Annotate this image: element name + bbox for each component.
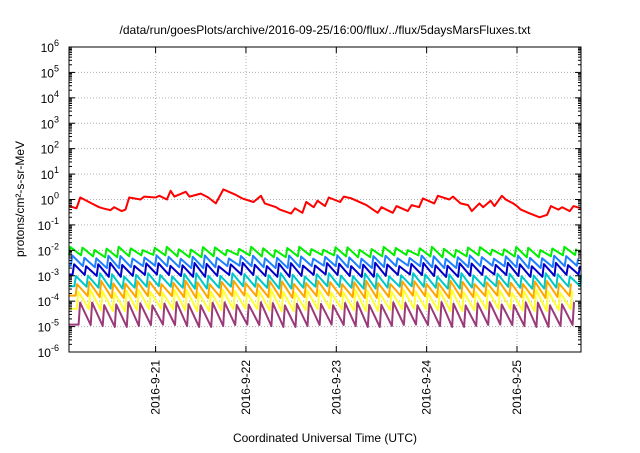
x-tick-label: 2016-9-22: [239, 360, 253, 415]
x-tick-label: 2016-9-23: [329, 360, 343, 415]
series-line-4: [69, 272, 582, 290]
y-tick-label: 106: [41, 38, 59, 55]
y-tick-label: 10-3: [38, 267, 59, 284]
axis-ticks: [69, 46, 581, 353]
y-tick-label: 104: [41, 89, 59, 106]
y-tick-label: 10-1: [38, 216, 59, 233]
x-tick-label: 2016-9-21: [149, 360, 163, 415]
series-line-2: [69, 254, 580, 270]
y-tick-label: 100: [41, 191, 59, 208]
series-line-0: [68, 188, 582, 219]
chart-title: /data/run/goesPlots/archive/2016-09-25/1…: [120, 23, 532, 37]
y-tick-label: 10-2: [38, 241, 59, 258]
y-tick-label: 105: [41, 63, 59, 80]
series-line-3: [69, 261, 581, 278]
y-axis-label: protons/cm²-s-sr-MeV: [13, 141, 27, 257]
y-tick-label: 10-4: [38, 292, 59, 309]
series-line-5: [69, 279, 572, 299]
y-tick-label: 10-5: [38, 318, 59, 335]
y-tick-label: 103: [41, 114, 59, 131]
series-lines: [68, 188, 582, 328]
x-tick-labels: 2016-9-21 2016-9-22 2016-9-23 2016-9-24 2016…: [149, 360, 524, 415]
x-tick-label: 2016-9-25: [510, 360, 524, 415]
grid-lines: [69, 47, 581, 352]
x-axis-label: Coordinated Universal Time (UTC): [233, 431, 417, 445]
x-tick-label: 2016-9-24: [420, 360, 434, 415]
y-tick-label: 102: [41, 140, 59, 157]
series-line-1: [68, 245, 578, 259]
series-line-6: [69, 288, 574, 313]
y-tick-label: 101: [41, 165, 59, 182]
y-tick-labels: 10-6 10-5 10-4 10-3 10-2 10-1 100 101 102 103 104 1…: [38, 38, 59, 360]
series-line-7: [69, 301, 575, 328]
y-tick-label: 10-6: [38, 343, 59, 360]
